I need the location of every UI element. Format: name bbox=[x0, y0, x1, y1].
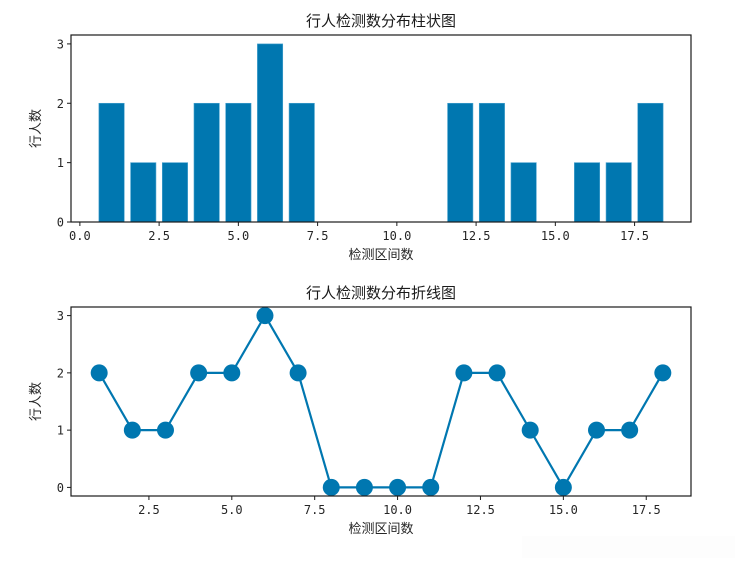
bar bbox=[478, 102, 505, 223]
x-tick-label: 15.0 bbox=[549, 503, 578, 517]
bar bbox=[605, 162, 632, 223]
line-chart: 行人检测数分布折线图 2.5 5.0 7.5 10.0 12.5 15.0 17.5 0 1 2 3 检… bbox=[29, 284, 692, 537]
bar bbox=[510, 162, 537, 223]
y-axis-label: 行人数 bbox=[29, 109, 44, 148]
x-tick-label: 15.0 bbox=[541, 229, 570, 243]
x-tick-label: 17.5 bbox=[632, 503, 661, 517]
data-point bbox=[322, 478, 340, 496]
data-point bbox=[90, 364, 108, 382]
data-point bbox=[521, 421, 539, 439]
x-tick-label: 0.0 bbox=[69, 229, 91, 243]
x-tick-label: 5.0 bbox=[228, 229, 250, 243]
bar bbox=[574, 162, 601, 223]
watermark-area bbox=[522, 536, 735, 558]
bar bbox=[98, 102, 125, 223]
data-point bbox=[190, 364, 208, 382]
y-tick-label: 3 bbox=[57, 37, 64, 51]
x-tick-label: 17.5 bbox=[620, 229, 649, 243]
bar bbox=[447, 102, 474, 223]
x-tick-label: 12.5 bbox=[462, 229, 491, 243]
data-point bbox=[256, 307, 274, 325]
x-tick-label: 7.5 bbox=[307, 229, 329, 243]
data-point bbox=[123, 421, 141, 439]
x-tick-label: 12.5 bbox=[466, 503, 495, 517]
data-point bbox=[588, 421, 606, 439]
x-tick-label: 10.0 bbox=[382, 229, 411, 243]
y-tick-label: 0 bbox=[57, 481, 64, 495]
data-point bbox=[455, 364, 473, 382]
y-tick-label: 1 bbox=[57, 156, 64, 170]
line-series bbox=[98, 313, 664, 490]
markers bbox=[90, 307, 672, 496]
y-tick-label: 0 bbox=[57, 216, 64, 230]
bar bbox=[193, 102, 220, 223]
bar bbox=[225, 102, 252, 223]
axes-frame bbox=[70, 34, 692, 223]
data-point bbox=[156, 421, 174, 439]
bar bbox=[257, 43, 284, 223]
x-tick-label: 10.0 bbox=[383, 503, 412, 517]
bar bbox=[161, 162, 188, 223]
data-point bbox=[422, 478, 440, 496]
y-tick-label: 2 bbox=[57, 97, 64, 111]
bar bbox=[288, 102, 315, 223]
x-axis-label: 检测区间数 bbox=[348, 522, 413, 537]
chart-title: 行人检测数分布柱状图 bbox=[306, 12, 456, 30]
x-axis-label: 检测区间数 bbox=[348, 248, 413, 263]
y-tick-label: 3 bbox=[57, 309, 64, 323]
x-tick-label: 5.0 bbox=[221, 503, 243, 517]
bar bbox=[130, 162, 157, 223]
bar-chart: 行人检测数分布柱状图 0.0 2.5 5.0 7.5 10.0 12.5 15.0 17.5 0 1… bbox=[29, 12, 692, 263]
x-tick-label: 2.5 bbox=[138, 503, 160, 517]
data-point bbox=[389, 478, 407, 496]
bar bbox=[637, 102, 664, 223]
bars bbox=[98, 43, 664, 223]
data-point bbox=[223, 364, 241, 382]
y-tick-label: 1 bbox=[57, 424, 64, 438]
x-tick-label: 7.5 bbox=[304, 503, 326, 517]
chart-title: 行人检测数分布折线图 bbox=[306, 284, 456, 302]
data-point bbox=[554, 478, 572, 496]
y-tick-label: 2 bbox=[57, 366, 64, 380]
data-point bbox=[621, 421, 639, 439]
axes-frame bbox=[70, 306, 692, 497]
data-point bbox=[654, 364, 672, 382]
y-axis-label: 行人数 bbox=[29, 382, 44, 421]
x-tick-label: 2.5 bbox=[148, 229, 170, 243]
data-point bbox=[355, 478, 373, 496]
data-point bbox=[488, 364, 506, 382]
data-point bbox=[289, 364, 307, 382]
